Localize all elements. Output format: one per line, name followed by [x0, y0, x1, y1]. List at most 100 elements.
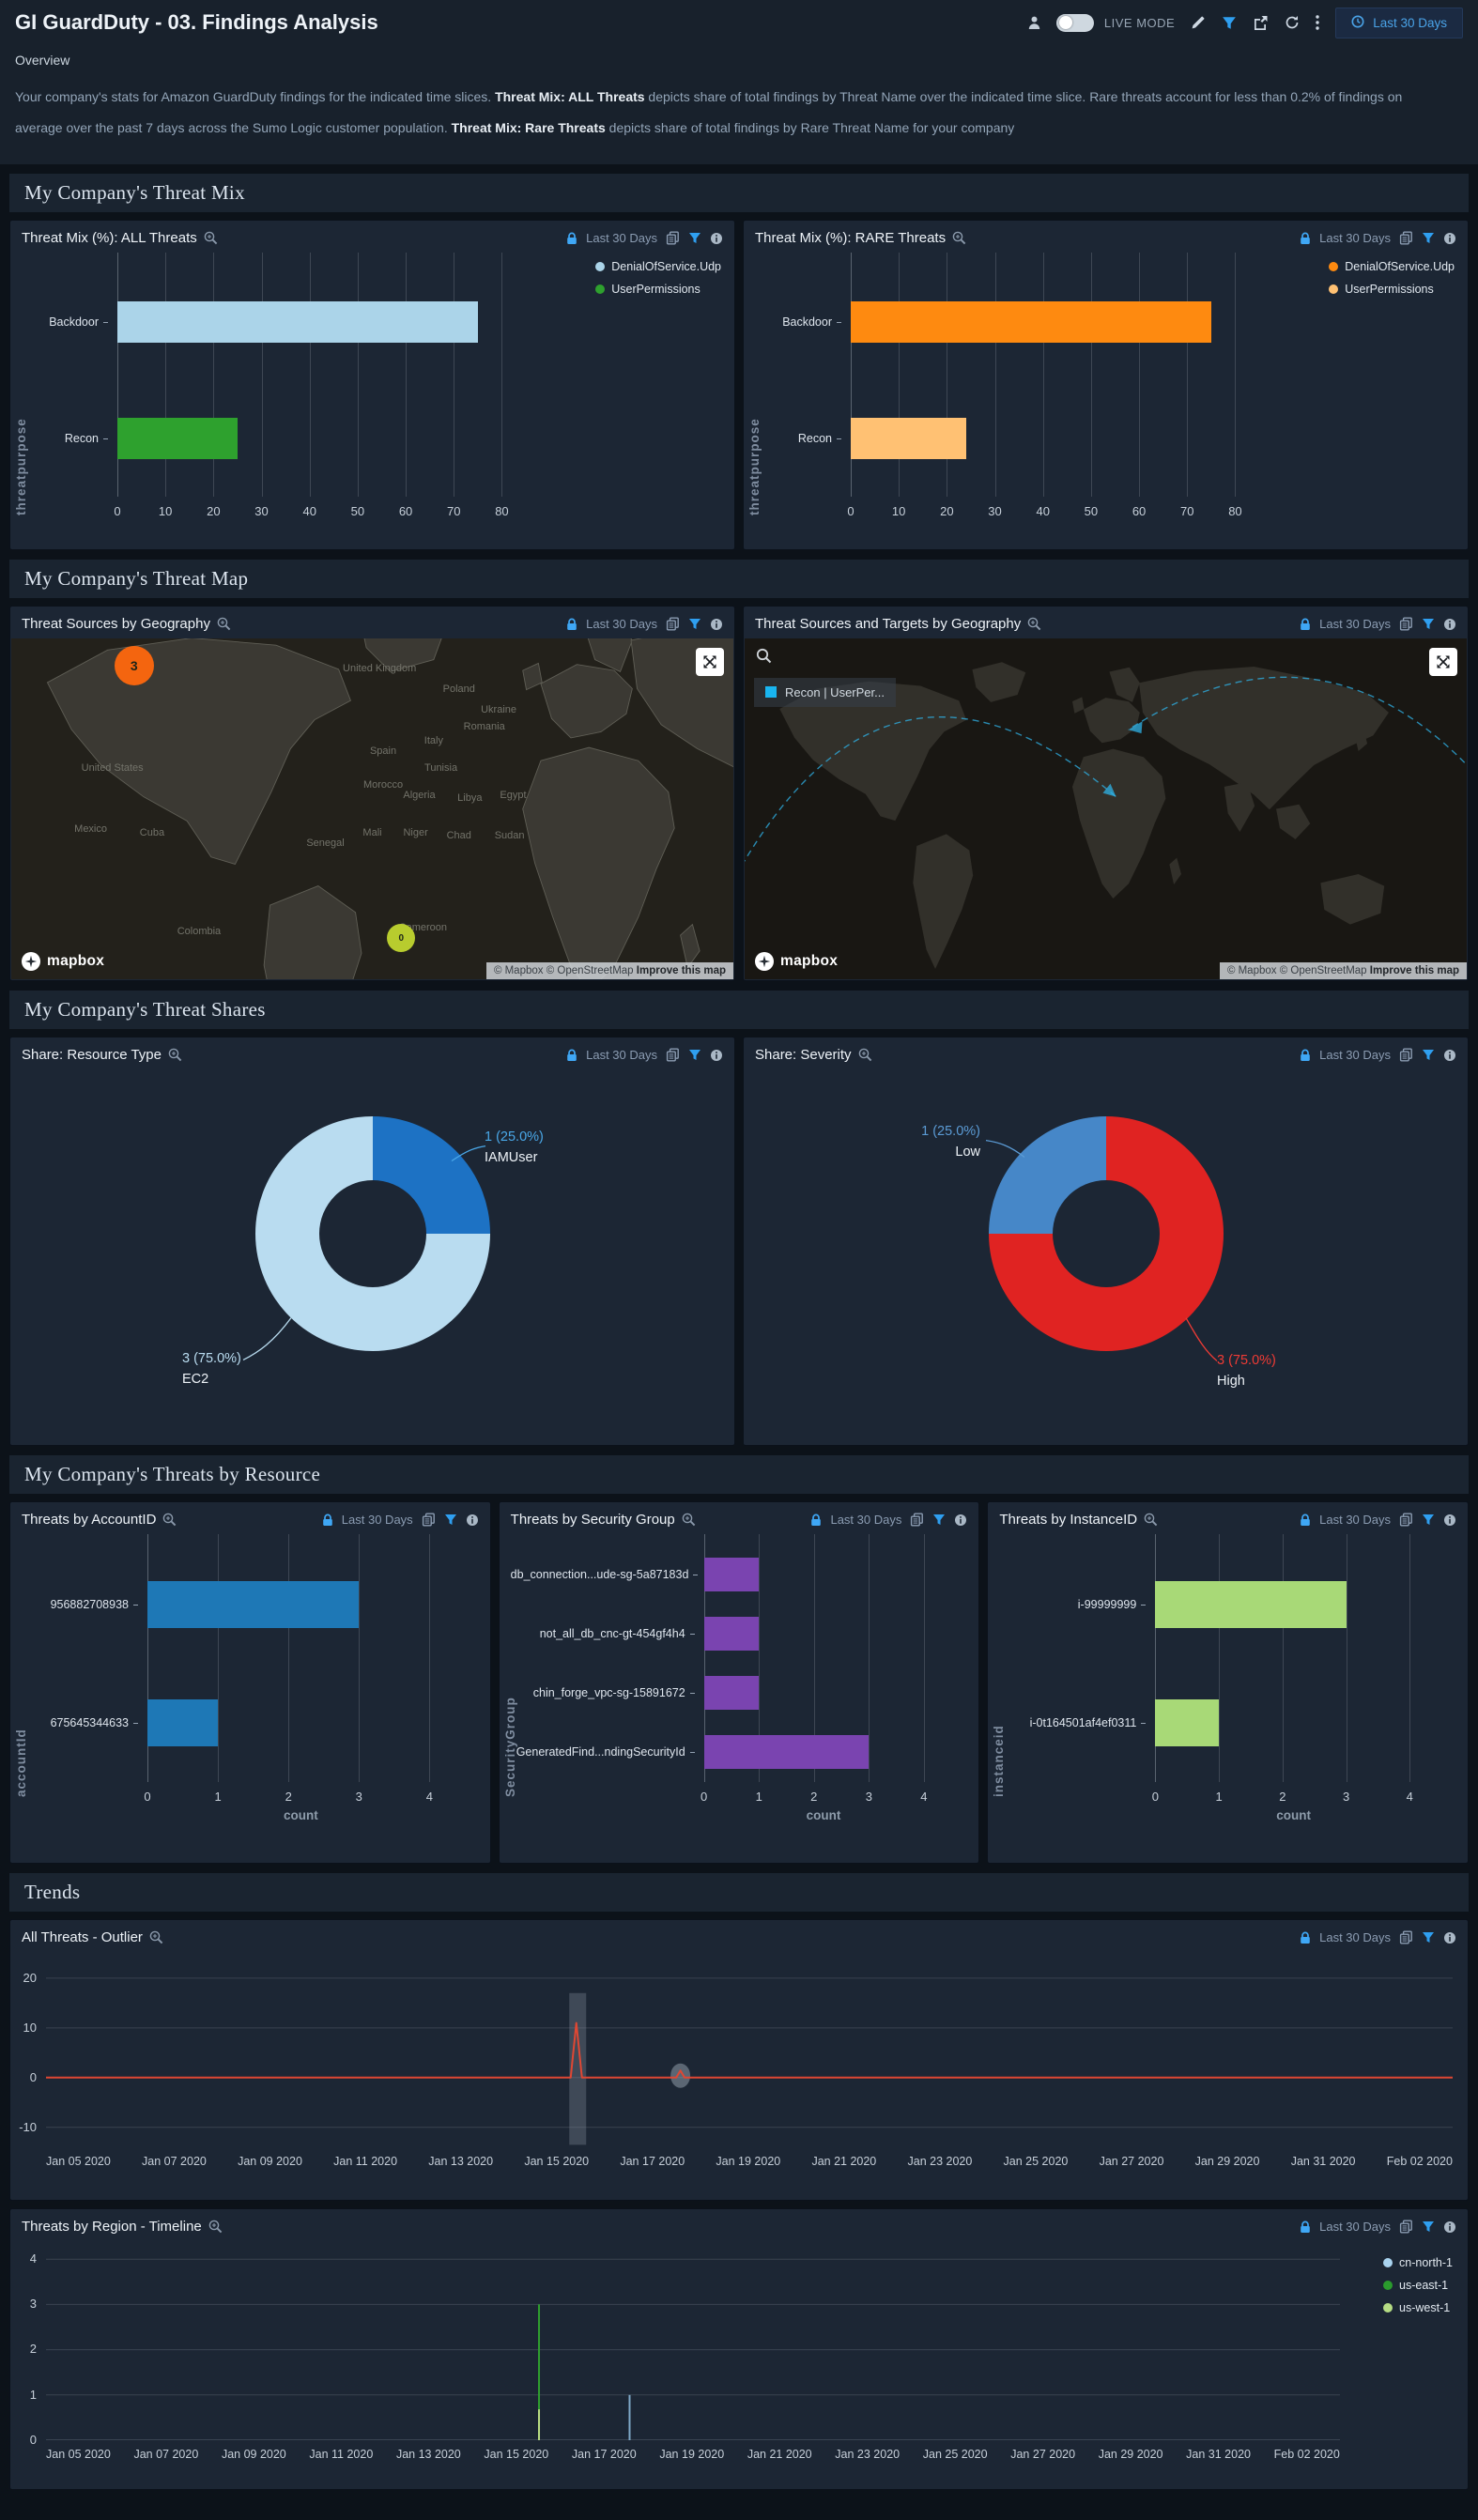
copy-icon[interactable] [666, 231, 680, 245]
zoom-in-icon[interactable] [1027, 617, 1041, 631]
user-icon[interactable] [1028, 16, 1040, 29]
copy-icon[interactable] [1399, 2220, 1413, 2234]
lock-icon[interactable] [1300, 1514, 1311, 1527]
lock-icon[interactable] [1300, 618, 1311, 631]
zoom-in-icon[interactable] [162, 1513, 177, 1527]
lock-icon[interactable] [810, 1514, 822, 1527]
time-range-button[interactable]: Last 30 Days [1335, 7, 1463, 38]
legend-item[interactable]: us-east-1 [1383, 2279, 1453, 2292]
kebab-menu-icon[interactable] [1316, 15, 1319, 30]
filter-icon[interactable] [688, 232, 701, 244]
lock-icon[interactable] [1300, 232, 1311, 245]
filter-icon[interactable] [688, 618, 701, 630]
legend-item[interactable]: DenialOfService.Udp [595, 260, 721, 273]
copy-icon[interactable] [422, 1513, 436, 1527]
map-threat-sources-targets[interactable]: Recon | UserPer... mapbox © Mapbox © Ope… [745, 638, 1467, 979]
mapbox-logo[interactable]: mapbox [754, 951, 838, 972]
bar[interactable] [147, 1698, 219, 1746]
zoom-in-icon[interactable] [168, 1048, 182, 1062]
lock-icon[interactable] [566, 232, 577, 245]
filter-icon[interactable] [1222, 16, 1237, 30]
info-icon[interactable] [1443, 1514, 1456, 1527]
lock-icon[interactable] [1300, 2220, 1311, 2234]
panel-time-range[interactable]: Last 30 Days [830, 1513, 902, 1528]
bar[interactable] [703, 1617, 760, 1652]
panel-time-range[interactable]: Last 30 Days [1319, 1048, 1391, 1063]
zoom-in-icon[interactable] [208, 2220, 223, 2234]
copy-icon[interactable] [1399, 1930, 1413, 1944]
refresh-icon[interactable] [1285, 15, 1300, 30]
expand-icon[interactable] [696, 647, 724, 676]
copy-icon[interactable] [666, 617, 680, 631]
info-icon[interactable] [1443, 2220, 1456, 2234]
panel-time-range[interactable]: Last 30 Days [1319, 1513, 1392, 1528]
zoom-in-icon[interactable] [952, 231, 966, 245]
map-legend-chip[interactable]: Recon | UserPer... [754, 677, 896, 707]
bar[interactable] [703, 1558, 760, 1592]
bar[interactable] [117, 417, 238, 459]
improve-map-link[interactable]: Improve this map [636, 964, 726, 976]
info-icon[interactable] [710, 618, 723, 631]
info-icon[interactable] [1443, 1049, 1456, 1062]
zoom-in-icon[interactable] [204, 231, 218, 245]
bar[interactable] [117, 300, 478, 343]
panel-time-range[interactable]: Last 30 Days [1319, 2220, 1391, 2235]
panel-time-range[interactable]: Last 30 Days [586, 231, 657, 246]
filter-icon[interactable] [1422, 1514, 1435, 1526]
bar[interactable] [147, 1580, 360, 1628]
legend-item[interactable]: DenialOfService.Udp [1329, 260, 1455, 273]
zoom-in-icon[interactable] [149, 1930, 163, 1944]
expand-icon[interactable] [1429, 647, 1457, 676]
donut-ring[interactable] [254, 1115, 490, 1351]
bar[interactable] [851, 300, 1211, 343]
improve-map-link[interactable]: Improve this map [1369, 964, 1459, 976]
map-threat-sources[interactable]: mapbox © Mapbox © OpenStreetMap Improve … [11, 638, 733, 979]
panel-time-range[interactable]: Last 30 Days [586, 617, 657, 632]
bar[interactable] [703, 1676, 760, 1711]
panel-time-range[interactable]: Last 30 Days [1319, 617, 1391, 632]
mapbox-logo[interactable]: mapbox [21, 951, 104, 972]
copy-icon[interactable] [1399, 231, 1413, 245]
filter-icon[interactable] [932, 1514, 946, 1526]
info-icon[interactable] [1443, 1931, 1456, 1944]
panel-time-range[interactable]: Last 30 Days [1319, 231, 1391, 246]
legend-item[interactable]: UserPermissions [595, 283, 721, 296]
live-mode-toggle[interactable] [1055, 13, 1094, 32]
panel-time-range[interactable]: Last 30 Days [1319, 1930, 1391, 1945]
copy-icon[interactable] [910, 1513, 924, 1527]
map-search-icon[interactable] [756, 648, 772, 668]
lock-icon[interactable] [322, 1514, 333, 1527]
map-cluster-marker[interactable]: 0 [387, 924, 416, 953]
bar[interactable] [1155, 1698, 1220, 1746]
filter-icon[interactable] [1422, 232, 1435, 244]
copy-icon[interactable] [1399, 617, 1413, 631]
lock-icon[interactable] [566, 1049, 577, 1062]
info-icon[interactable] [710, 1049, 723, 1062]
bar[interactable] [1155, 1580, 1347, 1628]
legend-item[interactable]: us-west-1 [1383, 2301, 1453, 2314]
zoom-in-icon[interactable] [858, 1048, 872, 1062]
bar[interactable] [703, 1735, 870, 1770]
copy-icon[interactable] [1399, 1048, 1413, 1062]
share-icon[interactable] [1253, 15, 1269, 30]
info-icon[interactable] [466, 1514, 479, 1527]
info-icon[interactable] [1443, 232, 1456, 245]
zoom-in-icon[interactable] [1144, 1513, 1158, 1527]
info-icon[interactable] [1443, 618, 1456, 631]
zoom-in-icon[interactable] [217, 617, 231, 631]
bar[interactable] [851, 417, 966, 459]
filter-icon[interactable] [1422, 1931, 1435, 1944]
lock-icon[interactable] [1300, 1931, 1311, 1944]
info-icon[interactable] [954, 1514, 967, 1527]
zoom-in-icon[interactable] [682, 1513, 696, 1527]
lock-icon[interactable] [566, 618, 577, 631]
map-cluster-marker[interactable]: 3 [114, 645, 154, 685]
info-icon[interactable] [710, 232, 723, 245]
copy-icon[interactable] [666, 1048, 680, 1062]
panel-time-range[interactable]: Last 30 Days [341, 1513, 413, 1528]
filter-icon[interactable] [1422, 1049, 1435, 1061]
copy-icon[interactable] [1399, 1513, 1413, 1527]
filter-icon[interactable] [1422, 618, 1435, 630]
legend-item[interactable]: UserPermissions [1329, 283, 1455, 296]
filter-icon[interactable] [444, 1514, 457, 1526]
